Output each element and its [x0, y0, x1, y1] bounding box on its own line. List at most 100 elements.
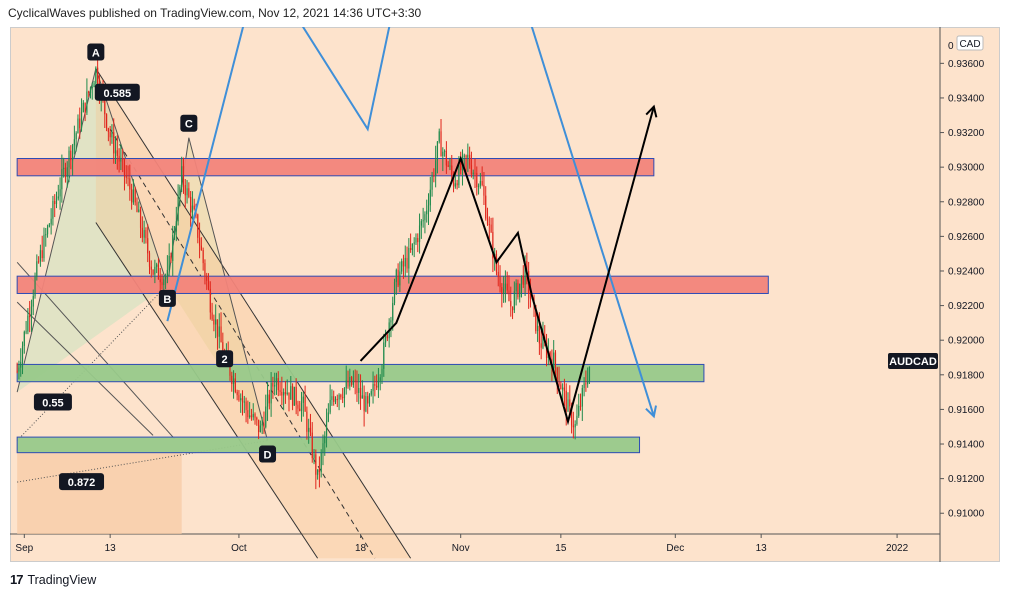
pattern-point-D: D [264, 450, 272, 462]
ratio-label-bg [59, 473, 105, 491]
channel-upper-line [95, 68, 412, 559]
candle-body [517, 282, 519, 298]
candle-body [511, 306, 514, 311]
pattern-point-C-bg [180, 114, 198, 132]
candle-body [82, 102, 84, 112]
candle-body [349, 376, 351, 387]
pattern-point-A-bg [87, 43, 105, 61]
candle-body [413, 242, 415, 244]
y-tick-label: 0.92000 [948, 336, 985, 347]
candle-body [402, 261, 405, 267]
y-tick-label: 0.93000 [948, 163, 985, 174]
candle-body [191, 205, 194, 213]
candle-body [379, 377, 381, 381]
candle-body [395, 269, 397, 283]
projection-arrowhead-blue-1 [645, 405, 657, 419]
candle-body [61, 168, 63, 190]
candle-body [336, 398, 338, 400]
y-tick-label: 0.92400 [948, 266, 985, 277]
candle-body [467, 154, 469, 158]
candle-body [327, 412, 329, 422]
candle-body [308, 427, 310, 432]
candle-body [386, 335, 388, 339]
x-tick-label: 18 [355, 543, 367, 554]
candle-body [315, 454, 317, 475]
candle-body [424, 214, 426, 221]
candle-body [84, 102, 86, 113]
candle-body [172, 234, 174, 261]
ratio-0872-line [17, 440, 268, 483]
candle-body [481, 181, 483, 185]
x-tick-label: 13 [756, 543, 768, 554]
candle-body [329, 399, 331, 413]
candle-body [545, 342, 548, 358]
currency-label: CAD [959, 39, 980, 50]
candle-body [367, 396, 369, 404]
projection-path-black-2 [359, 106, 655, 426]
candle-body [585, 383, 587, 385]
candle-body [345, 380, 347, 389]
candle-body [352, 380, 354, 385]
candle-body [266, 394, 269, 407]
candle-body [156, 264, 158, 267]
candle-body [97, 67, 99, 87]
candle-body [38, 261, 40, 263]
candle-body [535, 305, 537, 332]
candle-body [245, 401, 247, 411]
candle-body [370, 391, 372, 395]
candle-body [138, 209, 140, 213]
candle-body [452, 175, 455, 187]
y-tick-label: 0.91200 [948, 474, 985, 485]
candle-body [291, 386, 294, 406]
x-tick-label: Dec [666, 543, 684, 554]
candle-body [520, 275, 523, 284]
candle-body [268, 394, 270, 404]
chart-panel[interactable]: A B C D 0.585 0.55 0.872 2 0.91000 0.91200 0.91400… [10, 27, 1000, 562]
candle-body [93, 83, 95, 88]
candle-body [474, 172, 476, 174]
candle-body [562, 387, 564, 390]
candle-body [241, 398, 244, 402]
candle-body [288, 392, 290, 400]
x-tick-label: 15 [555, 543, 567, 554]
candle-body [70, 150, 72, 161]
candle-body [433, 175, 435, 177]
candle-body [181, 166, 183, 187]
candle-body [477, 185, 480, 188]
candle-body [376, 385, 378, 388]
candle-body [77, 118, 79, 134]
price-chart[interactable]: A B C D 0.585 0.55 0.872 2 0.91000 0.91200 0.91400… [10, 27, 1000, 562]
candle-body [43, 234, 45, 259]
candle-body [476, 172, 478, 188]
candle-body [211, 312, 213, 320]
candle-body [75, 133, 77, 140]
candle-body [338, 394, 340, 400]
candle-body [343, 388, 346, 398]
candle-body [583, 383, 585, 388]
candle-body [89, 87, 92, 93]
candle-body [109, 131, 111, 138]
candle-body [365, 396, 367, 412]
pattern-point-B: B [163, 294, 171, 306]
y-tick-label: 0.91400 [948, 440, 985, 451]
harmonic-xab-fill [17, 68, 168, 393]
tradingview-footer[interactable]: 17 TradingView [10, 572, 96, 587]
candle-body [486, 218, 489, 225]
y-tick-label: 0.91600 [948, 405, 985, 416]
candle-body [347, 380, 349, 387]
candle-body [80, 111, 83, 129]
candle-body [46, 226, 49, 235]
pattern-point-D-bg [259, 445, 277, 463]
candle-body [499, 276, 501, 288]
x-tick-label: Oct [231, 543, 247, 554]
y-tick-label: 0.92600 [948, 232, 985, 243]
candle-body [118, 155, 120, 162]
candle-body [488, 224, 490, 226]
candle-body [21, 345, 24, 362]
candle-body [30, 306, 33, 318]
candle-body [393, 282, 396, 303]
y-tick-label: 0.92800 [948, 197, 985, 208]
candle-body [356, 380, 358, 393]
candle-body [542, 336, 544, 348]
candle-body [406, 257, 408, 269]
